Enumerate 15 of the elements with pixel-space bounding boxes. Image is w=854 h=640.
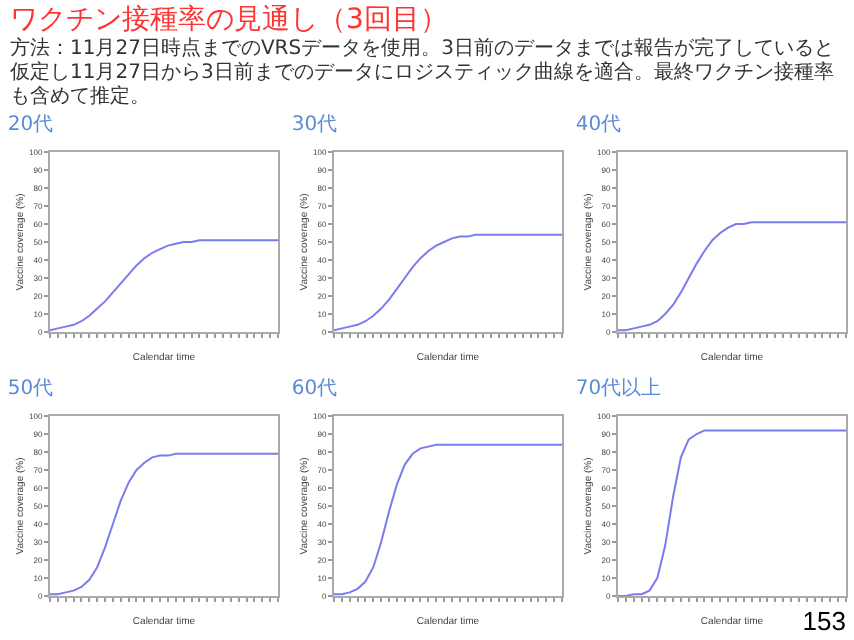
chart-title: 40代 xyxy=(575,113,622,136)
chart-title: 60代 xyxy=(291,377,338,400)
chart-title: 50代 xyxy=(7,377,54,400)
chart-title: 20代 xyxy=(7,113,54,136)
text: 153 xyxy=(802,606,846,636)
line-series xyxy=(618,221,846,332)
line-series xyxy=(334,233,562,332)
chart-title: 30代 xyxy=(291,113,338,136)
line-series xyxy=(618,429,846,596)
line-series xyxy=(50,452,278,596)
line-series xyxy=(334,443,562,596)
text: ワクチン接種率の見通し（3回目） xyxy=(10,2,448,37)
chart-title: 70代以上 xyxy=(575,375,662,400)
line-series xyxy=(50,239,278,332)
text: 方法：11月27日時点までのVRSデータを使用。3日前のデータまでは報告が完了していると仮定し11月27日から3日前までのデータにロジスティック曲線を適合。最終ワクチン接種率も含めて推定。 xyxy=(10,38,836,110)
